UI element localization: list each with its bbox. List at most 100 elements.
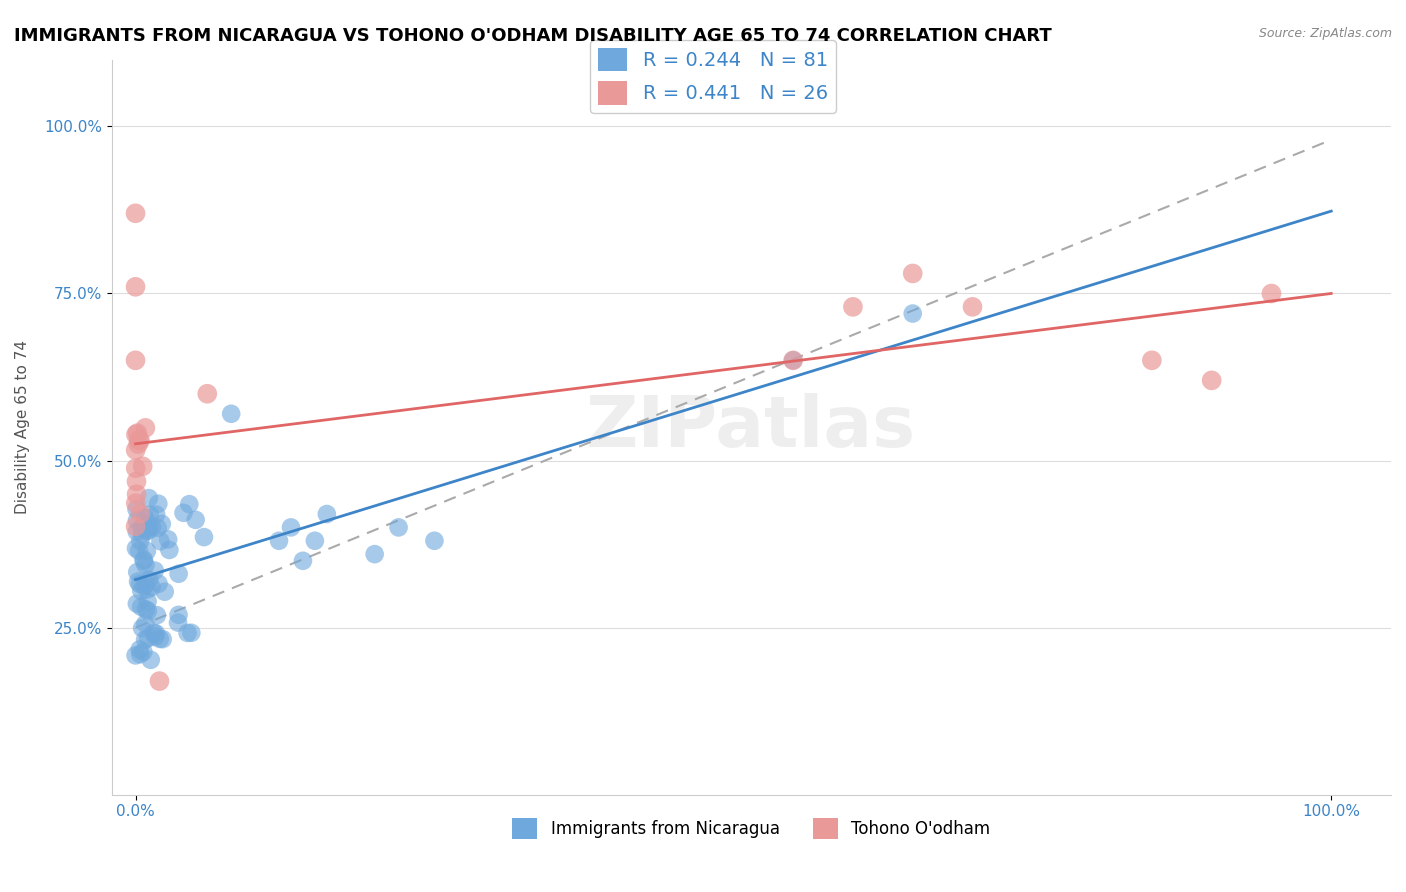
- Tohono O'odham: [134, 421, 156, 435]
- Tohono O'odham: [901, 267, 924, 281]
- Immigrants from Nicaragua: [148, 497, 170, 511]
- Tohono O'odham: [131, 459, 153, 474]
- Immigrants from Nicaragua: [136, 519, 159, 533]
- Immigrants from Nicaragua: [143, 630, 166, 644]
- Immigrants from Nicaragua: [291, 554, 314, 568]
- Tohono O'odham: [125, 496, 148, 510]
- Immigrants from Nicaragua: [136, 594, 159, 608]
- Immigrants from Nicaragua: [149, 534, 172, 549]
- Legend: Immigrants from Nicaragua, Tohono O'odham: Immigrants from Nicaragua, Tohono O'odha…: [506, 812, 997, 846]
- Immigrants from Nicaragua: [132, 518, 155, 533]
- Tohono O'odham: [128, 433, 150, 447]
- Immigrants from Nicaragua: [782, 353, 804, 368]
- Immigrants from Nicaragua: [136, 582, 159, 597]
- Immigrants from Nicaragua: [134, 511, 156, 525]
- Immigrants from Nicaragua: [157, 543, 180, 558]
- Tohono O'odham: [124, 353, 146, 368]
- Immigrants from Nicaragua: [423, 533, 446, 548]
- Immigrants from Nicaragua: [139, 508, 162, 522]
- Immigrants from Nicaragua: [128, 577, 150, 591]
- Immigrants from Nicaragua: [125, 524, 148, 539]
- Tohono O'odham: [195, 386, 218, 401]
- Immigrants from Nicaragua: [139, 653, 162, 667]
- Immigrants from Nicaragua: [135, 544, 157, 558]
- Immigrants from Nicaragua: [304, 533, 326, 548]
- Immigrants from Nicaragua: [176, 626, 198, 640]
- Immigrants from Nicaragua: [143, 564, 166, 578]
- Immigrants from Nicaragua: [136, 604, 159, 618]
- Immigrants from Nicaragua: [145, 508, 167, 522]
- Immigrants from Nicaragua: [141, 520, 163, 534]
- Immigrants from Nicaragua: [153, 584, 176, 599]
- Immigrants from Nicaragua: [135, 576, 157, 591]
- Immigrants from Nicaragua: [173, 506, 195, 520]
- Immigrants from Nicaragua: [127, 574, 149, 589]
- Immigrants from Nicaragua: [157, 533, 180, 547]
- Immigrants from Nicaragua: [167, 615, 190, 630]
- Tohono O'odham: [127, 426, 149, 441]
- Immigrants from Nicaragua: [129, 647, 152, 661]
- Tohono O'odham: [124, 519, 146, 533]
- Tohono O'odham: [127, 437, 149, 451]
- Y-axis label: Disability Age 65 to 74: Disability Age 65 to 74: [15, 340, 30, 514]
- Immigrants from Nicaragua: [146, 608, 169, 623]
- Text: Source: ZipAtlas.com: Source: ZipAtlas.com: [1258, 27, 1392, 40]
- Immigrants from Nicaragua: [128, 544, 150, 558]
- Immigrants from Nicaragua: [152, 632, 174, 647]
- Tohono O'odham: [129, 434, 152, 448]
- Immigrants from Nicaragua: [193, 530, 215, 544]
- Immigrants from Nicaragua: [146, 521, 169, 535]
- Immigrants from Nicaragua: [132, 645, 155, 659]
- Immigrants from Nicaragua: [138, 521, 160, 535]
- Tohono O'odham: [1140, 353, 1163, 368]
- Text: ZIPatlas: ZIPatlas: [586, 392, 917, 462]
- Tohono O'odham: [125, 427, 148, 442]
- Immigrants from Nicaragua: [145, 626, 167, 640]
- Immigrants from Nicaragua: [135, 516, 157, 530]
- Immigrants from Nicaragua: [148, 576, 170, 591]
- Immigrants from Nicaragua: [132, 552, 155, 566]
- Immigrants from Nicaragua: [280, 520, 302, 534]
- Tohono O'odham: [842, 300, 865, 314]
- Tohono O'odham: [148, 674, 170, 689]
- Tohono O'odham: [1201, 373, 1223, 387]
- Immigrants from Nicaragua: [131, 583, 153, 598]
- Immigrants from Nicaragua: [128, 642, 150, 657]
- Immigrants from Nicaragua: [167, 566, 190, 581]
- Immigrants from Nicaragua: [138, 491, 160, 505]
- Tohono O'odham: [1260, 286, 1282, 301]
- Tohono O'odham: [124, 206, 146, 220]
- Immigrants from Nicaragua: [134, 579, 156, 593]
- Immigrants from Nicaragua: [125, 597, 148, 611]
- Immigrants from Nicaragua: [125, 502, 148, 516]
- Tohono O'odham: [124, 280, 146, 294]
- Tohono O'odham: [125, 475, 148, 489]
- Immigrants from Nicaragua: [129, 599, 152, 614]
- Immigrants from Nicaragua: [141, 580, 163, 594]
- Text: IMMIGRANTS FROM NICARAGUA VS TOHONO O'ODHAM DISABILITY AGE 65 TO 74 CORRELATION : IMMIGRANTS FROM NICARAGUA VS TOHONO O'OD…: [14, 27, 1052, 45]
- Immigrants from Nicaragua: [167, 607, 190, 622]
- Immigrants from Nicaragua: [315, 507, 337, 521]
- Immigrants from Nicaragua: [132, 554, 155, 568]
- Immigrants from Nicaragua: [135, 602, 157, 616]
- Immigrants from Nicaragua: [131, 621, 153, 635]
- Immigrants from Nicaragua: [150, 516, 173, 531]
- Immigrants from Nicaragua: [363, 547, 385, 561]
- Immigrants from Nicaragua: [124, 648, 146, 663]
- Immigrants from Nicaragua: [149, 632, 172, 646]
- Immigrants from Nicaragua: [267, 533, 290, 548]
- Immigrants from Nicaragua: [131, 527, 153, 541]
- Tohono O'odham: [124, 443, 146, 458]
- Immigrants from Nicaragua: [138, 524, 160, 538]
- Immigrants from Nicaragua: [219, 407, 242, 421]
- Immigrants from Nicaragua: [125, 513, 148, 527]
- Immigrants from Nicaragua: [127, 565, 149, 579]
- Immigrants from Nicaragua: [134, 632, 156, 647]
- Immigrants from Nicaragua: [142, 625, 165, 640]
- Immigrants from Nicaragua: [135, 524, 157, 538]
- Immigrants from Nicaragua: [136, 631, 159, 645]
- Immigrants from Nicaragua: [901, 307, 924, 321]
- Immigrants from Nicaragua: [180, 625, 202, 640]
- Tohono O'odham: [962, 300, 984, 314]
- Immigrants from Nicaragua: [134, 616, 156, 631]
